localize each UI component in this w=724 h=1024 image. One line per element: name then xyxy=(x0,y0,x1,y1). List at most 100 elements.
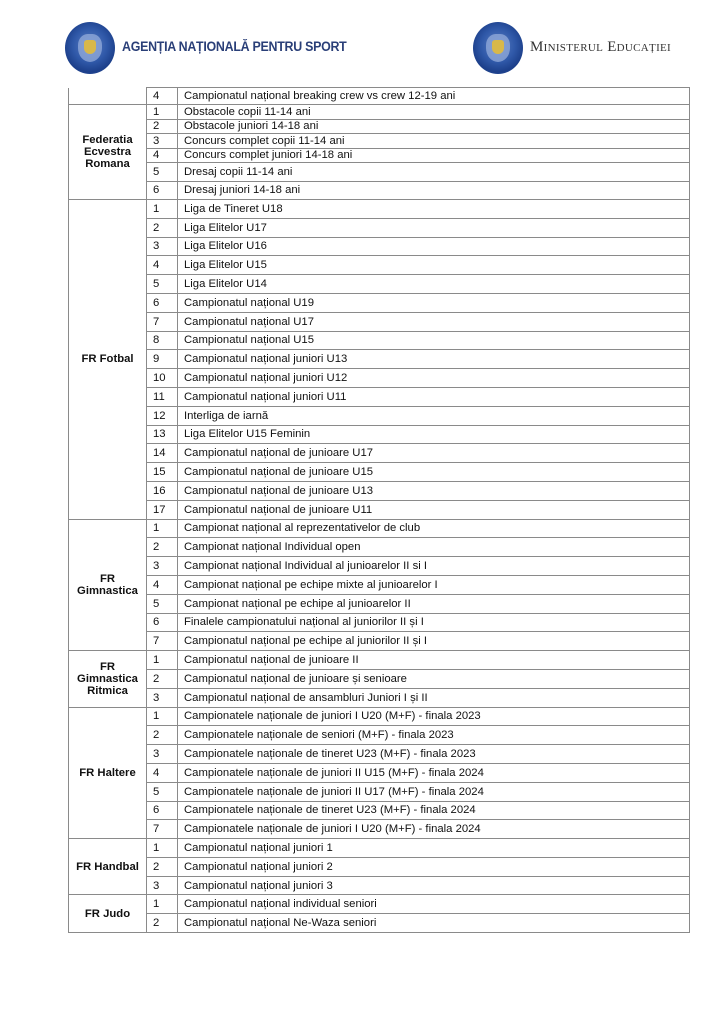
row-number: 11 xyxy=(146,386,178,407)
competition-name: Concurs complet juniori 14-18 ani xyxy=(177,147,690,163)
competition-name: Dresaj juniori 14-18 ani xyxy=(177,180,690,200)
row-number: 2 xyxy=(146,668,178,689)
federation-cell: Federatia Ecvestra Romana xyxy=(68,104,147,200)
row-number: 2 xyxy=(146,537,178,558)
row-number: 1 xyxy=(146,894,178,915)
competition-name: Campionatul național juniori U13 xyxy=(177,349,690,370)
competition-name: Obstacole copii 11-14 ani xyxy=(177,104,690,120)
ans-brand-title: AGENȚIA NAȚIONALĂ PENTRU SPORT xyxy=(122,39,347,54)
table-row: 7 Campionatul național pe echipe al junio… xyxy=(69,631,690,652)
row-number: 6 xyxy=(146,612,178,633)
table-row: 6 Campionatul național U19 xyxy=(69,292,690,313)
ministry-brand-title: Ministerul Educației xyxy=(530,39,672,55)
competition-name: Campionatul național de ansambluri Junio… xyxy=(177,687,690,708)
table-row: 9 Campionatul național juniori U13 xyxy=(69,349,690,370)
federation-cell: FR Judo xyxy=(68,894,147,934)
row-number: 3 xyxy=(146,744,178,764)
competition-name: Liga Elitelor U14 xyxy=(177,274,690,294)
federation-cell: FR Gimnastica xyxy=(68,518,147,652)
row-number: 4 xyxy=(146,762,178,783)
table-row: 8 Campionatul național U15 xyxy=(69,330,690,351)
competition-name: Campionatul național U15 xyxy=(177,330,690,351)
row-number: 4 xyxy=(146,147,178,163)
federation-cell: FR Handbal xyxy=(68,838,147,896)
row-number: 2 xyxy=(146,118,178,134)
competition-name: Campionat național pe echipe mixte al ju… xyxy=(177,574,690,595)
eagle-crest-icon xyxy=(84,40,96,54)
row-number: 13 xyxy=(146,424,178,445)
guvernul-romaniei-logo-right xyxy=(473,22,523,74)
row-number: 3 xyxy=(146,687,178,708)
table-row: 2 Campionat național Individual open xyxy=(69,537,690,558)
row-number: 16 xyxy=(146,480,178,501)
competition-name: Campionatul național juniori 1 xyxy=(177,838,690,858)
table-row: 5 Dresaj copii 11-14 ani xyxy=(69,162,690,182)
table-row: 7 Campionatele naționale de juniori I U20… xyxy=(69,819,690,840)
row-number: 7 xyxy=(146,311,178,332)
table-row: FR Gimnastica 1 Campionat național al repr… xyxy=(68,518,690,652)
table-row: 14 Campionatul național de junioare U17 xyxy=(69,443,690,464)
row-number: 4 xyxy=(146,574,178,595)
competition-name: Campionatul național juniori U12 xyxy=(177,368,690,388)
competition-name: Liga de Tineret U18 xyxy=(177,199,690,219)
competition-name: Campionatul național de junioare și seni… xyxy=(177,668,690,689)
competition-name: Campionatele naționale de juniori I U20 … xyxy=(177,706,690,727)
competition-name: Campionatul național de junioare U17 xyxy=(177,443,690,464)
table-row: 2 Campionatul național de junioare și sen… xyxy=(69,668,690,689)
competition-name: Campionatul național Ne-Waza seniori xyxy=(177,913,690,934)
table-row: 4 Concurs complet juniori 14-18 ani xyxy=(69,147,690,163)
row-number: 9 xyxy=(146,349,178,370)
table-row: 3 Campionatul național juniori 3 xyxy=(69,875,690,896)
row-number: 1 xyxy=(146,518,178,539)
row-number: 5 xyxy=(146,274,178,294)
row-number: 5 xyxy=(146,162,178,182)
competition-name: Campionatul național pe echipe al junior… xyxy=(177,631,690,652)
competition-name: Campionatele naționale de juniori II U15… xyxy=(177,762,690,783)
competition-name: Liga Elitelor U17 xyxy=(177,217,690,238)
table-row: 6 Dresaj juniori 14-18 ani xyxy=(69,180,690,200)
row-number: 6 xyxy=(146,292,178,313)
eagle-crest-icon xyxy=(492,40,504,54)
row-number: 6 xyxy=(146,180,178,200)
competition-name: Campionatele naționale de tineret U23 (M… xyxy=(177,800,690,821)
competition-name: Campionatul național de junioare U13 xyxy=(177,480,690,501)
row-number: 1 xyxy=(146,650,178,670)
competition-name: Finalele campionatului național al junio… xyxy=(177,612,690,633)
table-row: 4 Liga Elitelor U15 xyxy=(69,255,690,276)
table-row: 2 Campionatul național juniori 2 xyxy=(69,856,690,877)
competition-name: Campionatul național de junioare U11 xyxy=(177,499,690,520)
row-number: 1 xyxy=(146,706,178,727)
competition-name: Campionatul național U17 xyxy=(177,311,690,332)
table-row: 17 Campionatul național de junioare U11 xyxy=(69,499,690,520)
competition-name: Campionatul național juniori 3 xyxy=(177,875,690,896)
table-row: FR Handbal 1 Campionatul național juniori … xyxy=(68,838,690,896)
competition-name: Campionat național Individual al junioar… xyxy=(177,556,690,576)
table-row: 16 Campionatul național de junioare U13 xyxy=(69,480,690,501)
competition-name: Campionatele naționale de juniori II U17… xyxy=(177,781,690,802)
table-row: 15 Campionatul național de junioare U15 xyxy=(69,462,690,482)
competition-name: Campionatul național juniori U11 xyxy=(177,386,690,407)
table-row: 2 Obstacole juniori 14-18 ani xyxy=(69,118,690,134)
table-row: 3 Campionatele naționale de tineret U23 (… xyxy=(69,744,690,764)
competition-name: Concurs complet copii 11-14 ani xyxy=(177,133,690,149)
competition-name: Dresaj copii 11-14 ani xyxy=(177,162,690,182)
table-row: 6 Finalele campionatului național al juni… xyxy=(69,612,690,633)
row-number: 4 xyxy=(146,255,178,276)
table-row: FR Judo 1 Campionatul național individual … xyxy=(68,894,690,934)
competition-name: Campionat național Individual open xyxy=(177,537,690,558)
row-number: 17 xyxy=(146,499,178,520)
row-number: 5 xyxy=(146,781,178,802)
table-row: Federatia Ecvestra Romana 1 Obstacole copi… xyxy=(68,104,690,200)
competition-name: Liga Elitelor U15 xyxy=(177,255,690,276)
row-number: 3 xyxy=(146,236,178,257)
competition-name: Campionatele naționale de seniori (M+F) … xyxy=(177,725,690,746)
table-row: 3 Campionatul național de ansambluri Juni… xyxy=(69,687,690,708)
competition-name: Campionatul național juniori 2 xyxy=(177,856,690,877)
table-row: 3 Liga Elitelor U16 xyxy=(69,236,690,257)
row-number: 5 xyxy=(146,593,178,614)
table-row: 2 Liga Elitelor U17 xyxy=(69,217,690,238)
table-row: 12 Interliga de iarnă xyxy=(69,405,690,426)
competition-name: Obstacole juniori 14-18 ani xyxy=(177,118,690,134)
table-row: 10 Campionatul național juniori U12 xyxy=(69,368,690,388)
competition-name: Campionatul național de junioare U15 xyxy=(177,462,690,482)
